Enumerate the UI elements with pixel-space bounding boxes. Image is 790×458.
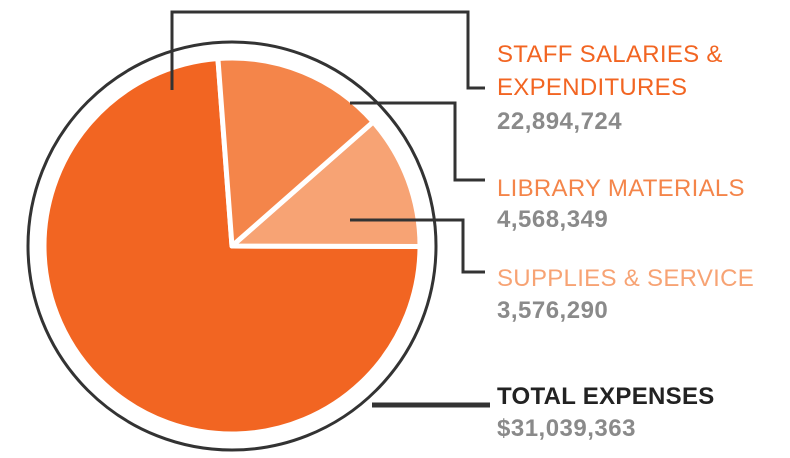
leader-line	[350, 101, 485, 182]
pie-slice	[215, 55, 376, 249]
total-label: TOTAL EXPENSES	[497, 383, 715, 410]
legend-label: LIBRARY MATERIALS	[497, 175, 745, 202]
outer-ring	[26, 40, 438, 452]
pie-slice	[229, 119, 423, 250]
value-label: 3,576,290	[497, 297, 609, 324]
leader-line	[350, 218, 485, 274]
value-label: 4,568,349	[497, 206, 609, 233]
legend-label: SUPPLIES & SERVICE	[497, 265, 755, 292]
value-label: 22,894,724	[497, 108, 623, 135]
leader-line	[170, 10, 485, 90]
legend-label: STAFF SALARIES & EXPENDITURES	[497, 41, 723, 101]
total-value: $31,039,363	[497, 415, 636, 442]
